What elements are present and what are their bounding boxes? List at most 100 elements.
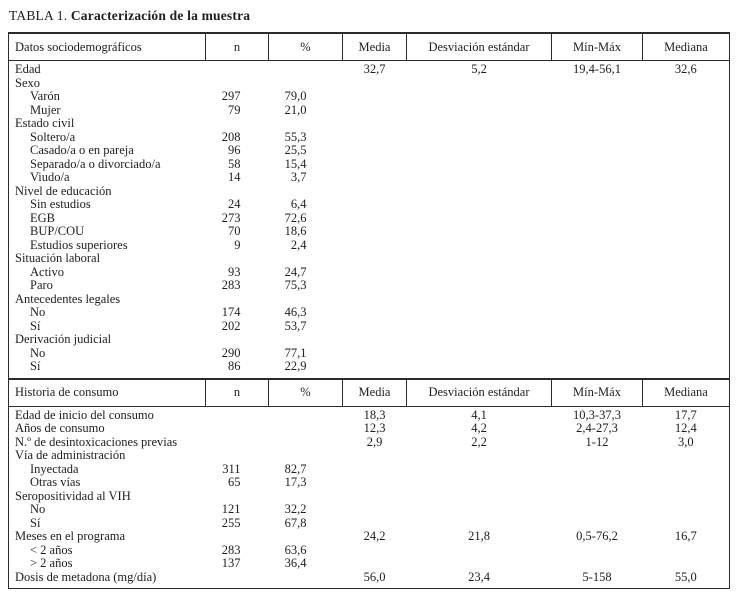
row-label: Varón <box>30 90 60 104</box>
cell-minmax <box>552 503 643 517</box>
cell-media <box>343 239 407 253</box>
table-row: Sí 255 67,8 <box>9 517 730 531</box>
cell-sd <box>407 171 552 185</box>
row-label: Antecedentes legales <box>15 292 121 306</box>
cell-n: 79 <box>228 103 241 117</box>
cell-media <box>343 517 407 531</box>
cell-mediana <box>643 279 730 293</box>
row-label: No <box>30 503 46 517</box>
cell-n: 65 <box>228 476 241 490</box>
table-row: Activo 93 24,7 <box>9 266 730 280</box>
cell-n: 24 <box>228 198 241 212</box>
cell-minmax <box>552 144 643 158</box>
cell-mediana <box>643 90 730 104</box>
cell-pct: 75,3 <box>284 279 307 293</box>
cell-mediana: 16,7 <box>674 530 697 544</box>
cell-pct: 3,7 <box>290 171 307 185</box>
cell-media: 2,9 <box>366 435 383 449</box>
cell-pct <box>269 530 343 544</box>
table-row: Sí 86 22,9 <box>9 360 730 379</box>
cell-sd <box>407 104 552 118</box>
row-label: EGB <box>30 211 55 225</box>
cell-mediana <box>643 293 730 307</box>
cell-mediana <box>643 306 730 320</box>
cell-mediana <box>643 266 730 280</box>
cell-pct: 79,0 <box>284 90 307 104</box>
table-row: Paro 283 75,3 <box>9 279 730 293</box>
cell-media <box>343 131 407 145</box>
row-label: Inyectada <box>30 462 79 476</box>
cell-n <box>206 449 269 463</box>
column-header-sd: Desviación estándar <box>406 32 552 61</box>
cell-pct: 55,3 <box>284 130 307 144</box>
cell-mediana <box>643 117 730 131</box>
cell-media <box>343 347 407 361</box>
cell-pct: 22,9 <box>284 360 307 374</box>
cell-sd: 21,8 <box>468 530 490 544</box>
cell-media <box>343 171 407 185</box>
section-header-row-consumption: Historia de consumo n % Media Desviación… <box>8 377 730 407</box>
cell-minmax: 10,3-37,3 <box>573 407 621 422</box>
table-row: Situación laboral <box>9 252 730 266</box>
row-label: Separado/a o divorciado/a <box>30 157 161 171</box>
cell-sd <box>407 279 552 293</box>
cell-sd <box>407 77 552 91</box>
cell-mediana <box>643 131 730 145</box>
row-label: No <box>30 346 46 360</box>
cell-mediana <box>643 476 730 490</box>
row-label: Seropositividad al VIH <box>15 489 131 503</box>
cell-sd <box>407 544 552 558</box>
cell-n <box>206 490 269 504</box>
row-label: Situación laboral <box>15 252 101 266</box>
cell-media <box>343 198 407 212</box>
column-header-minmax: Mín-Máx <box>551 32 643 61</box>
cell-n <box>206 252 269 266</box>
table-row: Inyectada 311 82,7 <box>9 463 730 477</box>
table-row: Edad de inicio del consumo 18,3 4,1 10,3-37… <box>9 406 730 422</box>
cell-n <box>206 406 269 422</box>
cell-media <box>343 360 407 379</box>
cell-pct: 24,7 <box>284 265 307 279</box>
cell-n: 202 <box>221 319 241 333</box>
cell-sd <box>407 90 552 104</box>
column-header-pct: % <box>268 377 343 407</box>
row-label: Dosis de metadona (mg/día) <box>15 570 157 584</box>
table-row: > 2 años 137 36,4 <box>9 557 730 571</box>
cell-minmax <box>552 293 643 307</box>
cell-n <box>206 422 269 436</box>
cell-media <box>343 225 407 239</box>
row-label: Meses en el programa <box>15 530 126 544</box>
cell-mediana: 32,6 <box>674 62 697 77</box>
cell-mediana <box>643 171 730 185</box>
cell-minmax <box>552 360 643 379</box>
cell-minmax <box>552 279 643 293</box>
cell-media <box>343 306 407 320</box>
cell-n <box>206 530 269 544</box>
cell-sd <box>407 252 552 266</box>
cell-pct: 53,7 <box>284 319 307 333</box>
row-label: Otras vías <box>30 476 81 490</box>
cell-media <box>343 333 407 347</box>
cell-sd: 4,2 <box>471 422 487 436</box>
cell-media <box>343 544 407 558</box>
row-label: Mujer <box>30 103 61 117</box>
row-label: Viudo/a <box>30 171 70 185</box>
cell-n: 137 <box>221 557 241 571</box>
table-title: TABLA 1. Caracterización de la muestra <box>9 8 729 24</box>
cell-pct: 46,3 <box>284 306 307 320</box>
row-label: Sexo <box>15 76 40 90</box>
cell-mediana <box>643 185 730 199</box>
cell-minmax <box>552 171 643 185</box>
cell-pct: 82,7 <box>284 462 307 476</box>
section-header-consumption: Historia de consumo <box>8 377 206 407</box>
cell-pct <box>269 293 343 307</box>
cell-sd <box>407 131 552 145</box>
table-row: EGB 273 72,6 <box>9 212 730 226</box>
cell-minmax: 19,4-56,1 <box>573 62 621 77</box>
row-label: Vía de administración <box>15 449 126 463</box>
cell-mediana <box>643 517 730 531</box>
cell-sd <box>407 490 552 504</box>
table-row: Años de consumo 12,3 4,2 2,4-27,3 12,4 <box>9 422 730 436</box>
table-row: Viudo/a 14 3,7 <box>9 171 730 185</box>
